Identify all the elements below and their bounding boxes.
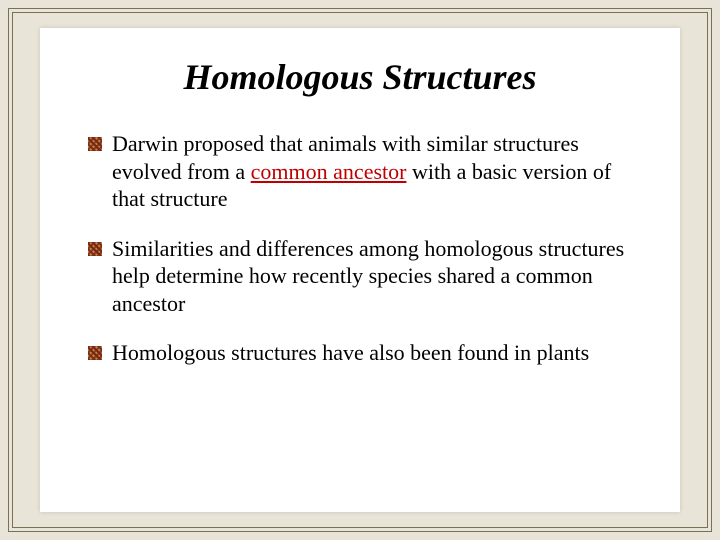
bullet-item: Homologous structures have also been fou… (88, 339, 632, 367)
bullet-icon (88, 137, 102, 151)
bullet-item: Darwin proposed that animals with simila… (88, 130, 632, 213)
bullet-icon (88, 242, 102, 256)
bullet-text: Similarities and differences among homol… (112, 235, 632, 318)
bullet-text-pre: Homologous structures have also been fou… (112, 340, 589, 365)
bullet-icon (88, 346, 102, 360)
bullet-text: Darwin proposed that animals with simila… (112, 130, 632, 213)
slide-paper: Homologous Structures Darwin proposed th… (40, 28, 680, 512)
bullet-text: Homologous structures have also been fou… (112, 339, 632, 367)
bullet-text-emphasis: common ancestor (251, 159, 407, 184)
slide-title: Homologous Structures (88, 56, 632, 98)
bullet-item: Similarities and differences among homol… (88, 235, 632, 318)
bullet-text-pre: Similarities and differences among homol… (112, 236, 624, 316)
